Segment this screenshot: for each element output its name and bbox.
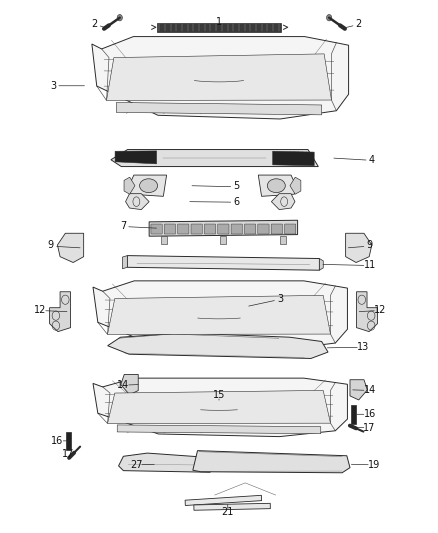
Polygon shape (93, 378, 347, 437)
Polygon shape (319, 259, 323, 270)
Text: 21: 21 (222, 507, 234, 517)
Text: 15: 15 (213, 390, 225, 400)
Text: 3: 3 (277, 294, 283, 304)
Polygon shape (220, 236, 226, 244)
Text: 2: 2 (92, 19, 98, 29)
Polygon shape (66, 432, 71, 450)
Polygon shape (57, 233, 84, 263)
Polygon shape (106, 54, 332, 100)
Polygon shape (93, 281, 347, 350)
Circle shape (327, 14, 332, 21)
Text: 12: 12 (374, 305, 387, 315)
Text: 17: 17 (364, 423, 376, 433)
FancyBboxPatch shape (258, 224, 269, 234)
Text: 14: 14 (117, 379, 129, 390)
Text: 14: 14 (364, 385, 376, 395)
Polygon shape (111, 150, 318, 166)
Ellipse shape (267, 179, 285, 192)
Text: 12: 12 (34, 305, 46, 315)
Text: 19: 19 (368, 460, 380, 470)
FancyBboxPatch shape (205, 224, 215, 234)
Polygon shape (123, 256, 127, 269)
Polygon shape (149, 220, 297, 236)
Text: 5: 5 (233, 181, 240, 191)
Polygon shape (194, 503, 270, 510)
Polygon shape (127, 256, 319, 270)
Ellipse shape (140, 179, 158, 192)
Polygon shape (115, 151, 156, 164)
FancyBboxPatch shape (244, 224, 256, 234)
Polygon shape (273, 151, 314, 166)
Polygon shape (272, 193, 295, 209)
Polygon shape (350, 379, 367, 400)
Text: 27: 27 (130, 460, 142, 470)
Text: 7: 7 (120, 221, 126, 231)
Text: 6: 6 (233, 197, 240, 207)
Polygon shape (108, 295, 330, 334)
FancyBboxPatch shape (218, 224, 229, 234)
Text: 13: 13 (357, 342, 369, 352)
Text: 11: 11 (364, 260, 376, 270)
Polygon shape (346, 233, 372, 263)
FancyBboxPatch shape (271, 224, 283, 234)
Polygon shape (117, 425, 321, 434)
Text: 16: 16 (364, 409, 376, 419)
Polygon shape (161, 236, 167, 244)
Polygon shape (121, 374, 138, 394)
Polygon shape (290, 177, 301, 194)
Polygon shape (280, 236, 286, 244)
Polygon shape (157, 23, 281, 32)
FancyBboxPatch shape (164, 224, 176, 234)
Circle shape (117, 14, 122, 21)
FancyBboxPatch shape (191, 224, 202, 234)
Polygon shape (119, 453, 216, 472)
Polygon shape (357, 292, 378, 332)
Polygon shape (108, 333, 328, 359)
Polygon shape (108, 390, 330, 423)
FancyBboxPatch shape (151, 224, 162, 234)
Text: 17: 17 (62, 449, 74, 459)
Text: 16: 16 (51, 436, 64, 446)
Polygon shape (258, 175, 296, 196)
Text: 2: 2 (356, 19, 362, 29)
Text: 9: 9 (48, 240, 54, 250)
Polygon shape (117, 102, 321, 115)
FancyBboxPatch shape (285, 224, 296, 234)
Text: 4: 4 (369, 155, 375, 165)
Polygon shape (92, 37, 349, 119)
Polygon shape (351, 405, 357, 424)
FancyBboxPatch shape (231, 224, 242, 234)
Polygon shape (124, 177, 135, 194)
Polygon shape (193, 450, 350, 473)
Polygon shape (129, 175, 166, 196)
Text: 1: 1 (216, 17, 222, 27)
Polygon shape (126, 193, 149, 209)
Text: 3: 3 (50, 81, 56, 91)
Text: 9: 9 (367, 240, 373, 250)
Polygon shape (185, 495, 261, 505)
FancyBboxPatch shape (178, 224, 189, 234)
Polygon shape (49, 292, 71, 332)
